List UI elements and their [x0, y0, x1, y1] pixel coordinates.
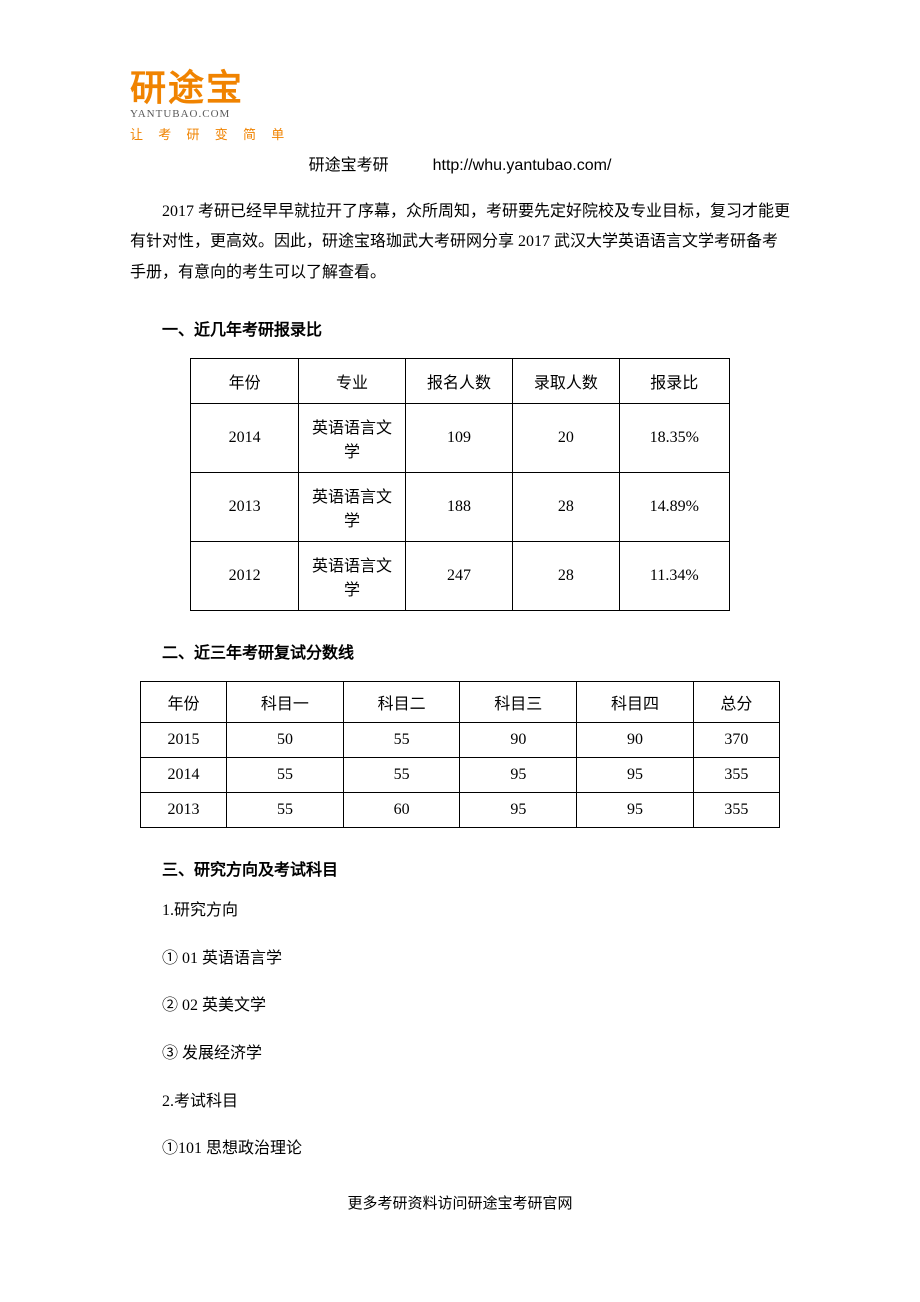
footer-text: 更多考研资料访问研途宝考研官网 [130, 1192, 790, 1213]
col-total: 总分 [693, 682, 779, 723]
cell: 90 [460, 723, 577, 758]
section3-heading: 三、研究方向及考试科目 [130, 856, 790, 880]
col-sub2: 科目二 [343, 682, 460, 723]
table-row: 2014 英语语言文学 109 20 18.35% [191, 404, 730, 473]
logo-block: 研途宝 YANTUBAO.COM 让 考 研 变 简 单 [130, 70, 790, 143]
cell: 20 [513, 404, 619, 473]
col-sub4: 科目四 [577, 682, 694, 723]
section3-sub2: 2.考试科目 [130, 1089, 790, 1115]
table-header-row: 年份 科目一 科目二 科目三 科目四 总分 [141, 682, 780, 723]
logo-brand-en: YANTUBAO.COM [130, 108, 790, 120]
direction-item: ② 02 英美文学 [130, 993, 790, 1019]
intro-paragraph: 2017 考研已经早早就拉开了序幕，众所周知，考研要先定好院校及专业目标，复习才… [130, 197, 790, 288]
cell: 95 [460, 758, 577, 793]
col-major: 专业 [299, 359, 405, 404]
site-name: 研途宝考研 [309, 151, 389, 175]
cell: 60 [343, 793, 460, 828]
cell: 95 [577, 793, 694, 828]
col-ratio: 报录比 [619, 359, 729, 404]
direction-item: ③ 发展经济学 [130, 1041, 790, 1067]
cell: 英语语言文学 [299, 473, 405, 542]
cell: 2014 [191, 404, 299, 473]
section3-sub1: 1.研究方向 [130, 898, 790, 924]
cell: 50 [227, 723, 344, 758]
cell: 55 [343, 758, 460, 793]
cell: 55 [343, 723, 460, 758]
col-sub3: 科目三 [460, 682, 577, 723]
cell: 55 [227, 758, 344, 793]
table-row: 2015 50 55 90 90 370 [141, 723, 780, 758]
cell: 355 [693, 758, 779, 793]
cell: 2012 [191, 542, 299, 611]
cell: 18.35% [619, 404, 729, 473]
table-row: 2013 55 60 95 95 355 [141, 793, 780, 828]
cell: 英语语言文学 [299, 542, 405, 611]
cell: 2013 [141, 793, 227, 828]
cell: 2015 [141, 723, 227, 758]
header-line: 研途宝考研 http://whu.yantubao.com/ [130, 151, 790, 175]
cell: 109 [405, 404, 512, 473]
cell: 2013 [191, 473, 299, 542]
cell: 90 [577, 723, 694, 758]
col-year: 年份 [141, 682, 227, 723]
cell: 370 [693, 723, 779, 758]
col-sub1: 科目一 [227, 682, 344, 723]
document-page: 研途宝 YANTUBAO.COM 让 考 研 变 简 单 研途宝考研 http:… [0, 0, 920, 1302]
table-row: 2012 英语语言文学 247 28 11.34% [191, 542, 730, 611]
cell: 95 [577, 758, 694, 793]
logo-brand-cn: 研途宝 [130, 70, 790, 106]
cell: 14.89% [619, 473, 729, 542]
subject-item: ①101 思想政治理论 [130, 1136, 790, 1162]
cell: 英语语言文学 [299, 404, 405, 473]
section1-heading: 一、近几年考研报录比 [130, 316, 790, 340]
table-row: 2014 55 55 95 95 355 [141, 758, 780, 793]
col-admitted: 录取人数 [513, 359, 619, 404]
cell: 11.34% [619, 542, 729, 611]
cell: 188 [405, 473, 512, 542]
score-line-table: 年份 科目一 科目二 科目三 科目四 总分 2015 50 55 90 90 3… [140, 681, 780, 828]
col-year: 年份 [191, 359, 299, 404]
cell: 28 [513, 542, 619, 611]
cell: 55 [227, 793, 344, 828]
cell: 2014 [141, 758, 227, 793]
table-row: 2013 英语语言文学 188 28 14.89% [191, 473, 730, 542]
cell: 355 [693, 793, 779, 828]
table-header-row: 年份 专业 报名人数 录取人数 报录比 [191, 359, 730, 404]
cell: 247 [405, 542, 512, 611]
col-applicants: 报名人数 [405, 359, 512, 404]
site-url: http://whu.yantubao.com/ [433, 157, 612, 174]
cell: 28 [513, 473, 619, 542]
admission-ratio-table: 年份 专业 报名人数 录取人数 报录比 2014 英语语言文学 109 20 1… [190, 358, 730, 611]
cell: 95 [460, 793, 577, 828]
section2-heading: 二、近三年考研复试分数线 [130, 639, 790, 663]
direction-item: ① 01 英语语言学 [130, 946, 790, 972]
logo-tagline: 让 考 研 变 简 单 [130, 124, 790, 143]
